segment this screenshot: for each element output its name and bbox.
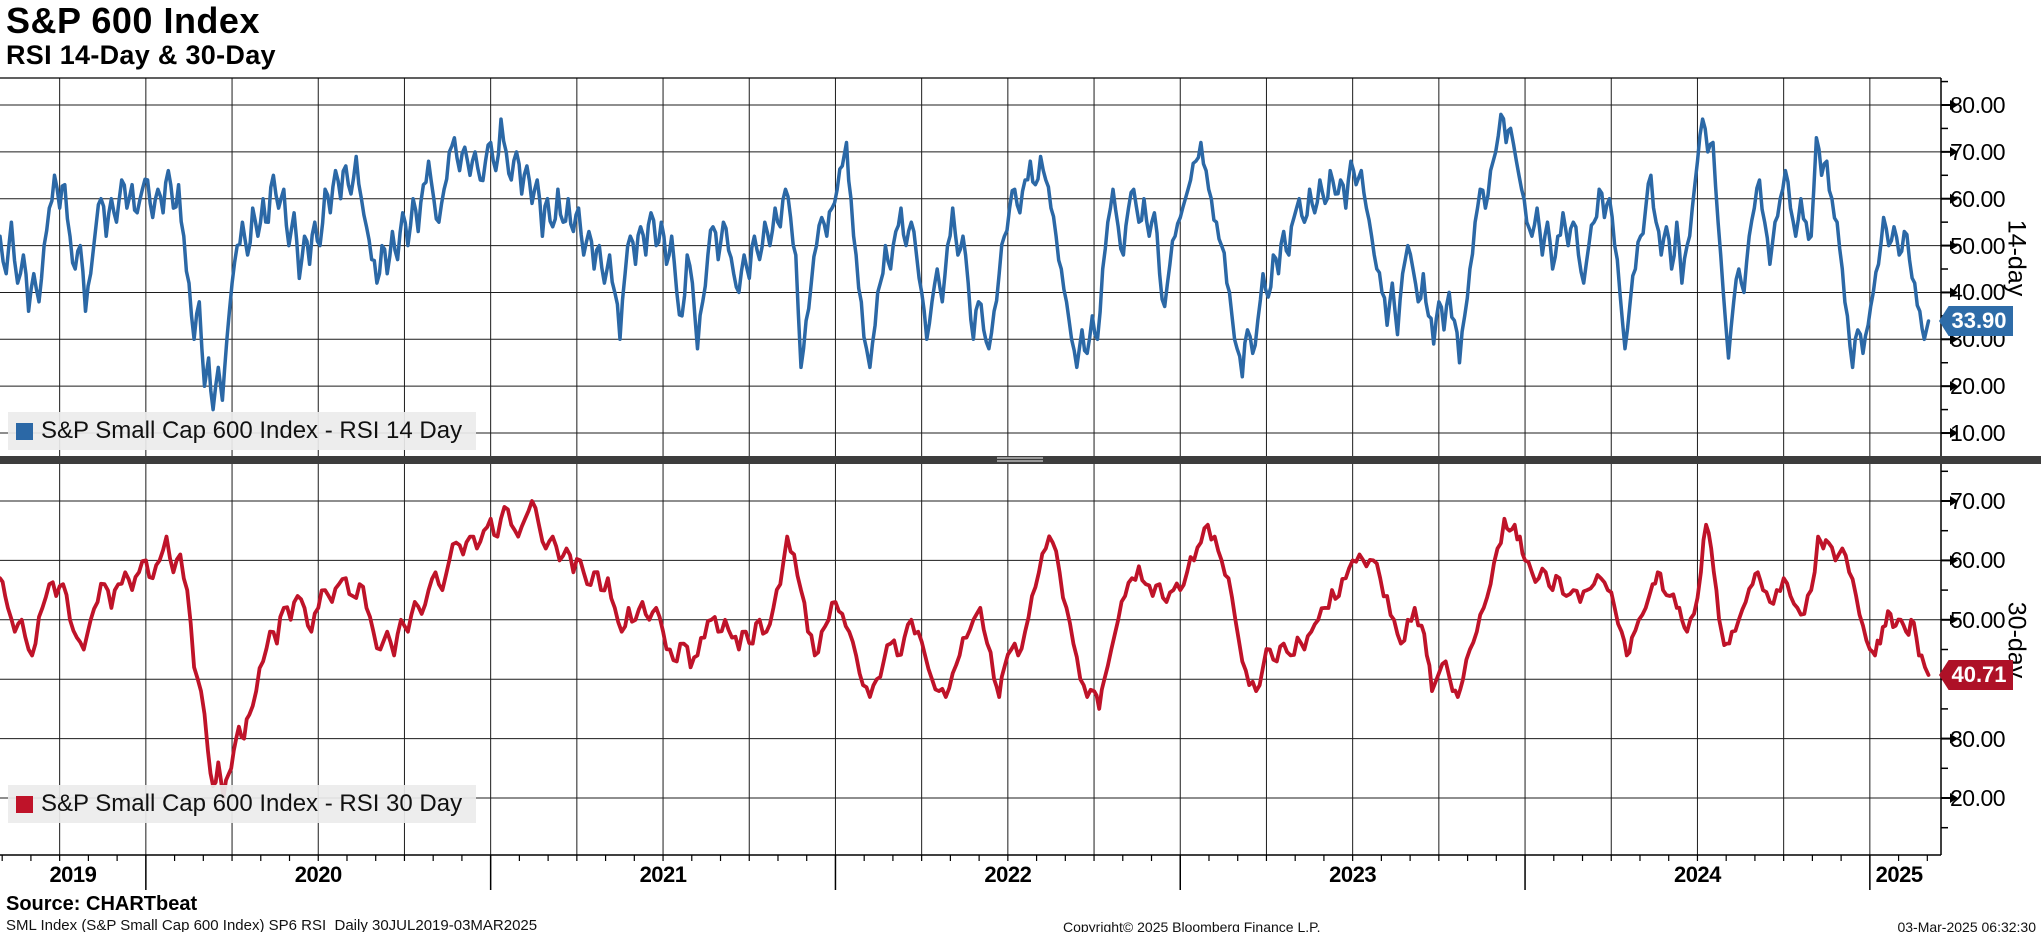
y-axis-tick-label: 70.00	[1950, 138, 2006, 165]
page-title: S&P 600 Index	[6, 0, 260, 41]
y-axis-tick-label: 20.00	[1950, 785, 2006, 811]
x-axis-year-label: 2024	[1673, 862, 1721, 887]
legend-rsi-14[interactable]: S&P Small Cap 600 Index - RSI 14 Day	[8, 412, 477, 450]
y-tick-arrow-icon	[1950, 614, 1958, 625]
copyright-notice: Copyright© 2025 Bloomberg Finance L.P.	[1063, 919, 1321, 932]
y-tick-arrow-icon	[1950, 240, 1958, 251]
y-tick-arrow-icon	[1950, 100, 1958, 110]
y-axis-tick-label: 70.00	[1950, 488, 2006, 514]
y-axis-tick-label: 10.00	[1950, 420, 2006, 447]
rsi14-line-series	[0, 112, 1931, 412]
y-tick-arrow-icon	[1950, 381, 1958, 392]
x-axis-year-label: 2020	[294, 862, 342, 887]
y-axis-tick-label: 20.00	[1950, 373, 2006, 400]
y-tick-arrow-icon	[1950, 555, 1958, 566]
y-tick-arrow-icon	[1950, 193, 1958, 204]
legend-swatch-rsi30-icon	[16, 795, 33, 813]
y-tick-arrow-icon	[1950, 146, 1958, 157]
y-tick-arrow-icon	[1950, 334, 1958, 345]
x-axis-year-label: 2019	[49, 862, 97, 887]
x-axis-year-label: 2025	[1875, 862, 1923, 887]
last-value-badge-rsi14: 33.90	[1939, 306, 2013, 337]
y-axis-tick-label: 50.00	[1950, 232, 2006, 259]
chart-subtitle: RSI 14-Day & 30-Day	[6, 40, 276, 70]
panel-divider[interactable]	[0, 456, 2041, 464]
x-axis-year-label: 2023	[1329, 862, 1377, 887]
x-axis-year-label: 2022	[984, 862, 1032, 887]
rsi30-line-series	[0, 499, 1931, 800]
y-tick-arrow-icon	[1950, 428, 1958, 439]
last-value-badge-rsi30: 40.71	[1939, 659, 2013, 690]
y-tick-arrow-icon	[1950, 793, 1958, 803]
y-tick-arrow-icon	[1950, 287, 1958, 298]
y-axis-title-14-day: 14-day	[2002, 219, 2031, 297]
security-meta-line: SML Index (S&P Small Cap 600 Index) SP6 …	[6, 917, 538, 932]
legend-label-rsi30: S&P Small Cap 600 Index - RSI 30 Day	[41, 790, 463, 817]
legend-swatch-rsi14-icon	[16, 422, 33, 440]
y-axis-tick-label: 80.00	[1950, 92, 2006, 118]
y-axis-tick-label: 60.00	[1950, 547, 2006, 574]
y-axis-tick-label: 40.00	[1950, 279, 2006, 306]
legend-rsi-30[interactable]: S&P Small Cap 600 Index - RSI 30 Day	[8, 785, 477, 823]
y-axis-tick-label: 60.00	[1950, 185, 2006, 212]
x-axis-year-label: 2021	[639, 862, 687, 887]
y-axis-tick-label: 30.00	[1950, 725, 2006, 752]
y-tick-arrow-icon	[1950, 733, 1958, 744]
y-tick-arrow-icon	[1950, 496, 1958, 506]
divider-grip-icon	[997, 457, 1043, 462]
source-label: Source: CHARTbeat	[6, 893, 198, 915]
y-axis-tick-label: 50.00	[1950, 606, 2006, 633]
legend-label-rsi14: S&P Small Cap 600 Index - RSI 14 Day	[41, 417, 463, 444]
timestamp: 03-Mar-2025 06:32:30	[1897, 919, 2036, 932]
